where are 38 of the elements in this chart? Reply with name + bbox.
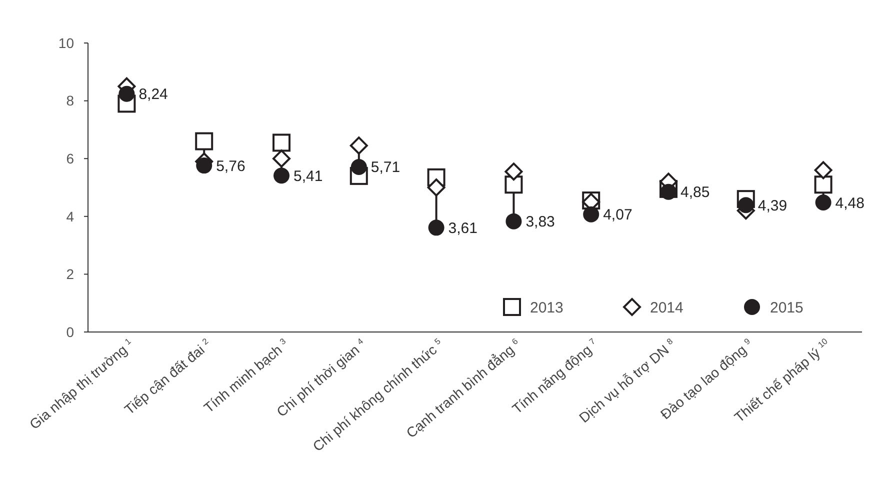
data-label: 4,85 — [680, 184, 710, 202]
y-tick-label: 8 — [66, 92, 74, 109]
y-tick-label: 0 — [66, 324, 74, 340]
y-tick-label: 4 — [66, 208, 74, 224]
point — [274, 168, 290, 184]
point — [428, 220, 444, 236]
y-tick-label: 10 — [58, 34, 74, 51]
point — [814, 161, 832, 180]
point — [815, 194, 832, 211]
legend-label: 2015 — [770, 299, 804, 316]
point — [350, 158, 367, 175]
data-label: 5,41 — [294, 168, 323, 185]
point — [504, 162, 523, 181]
point — [427, 178, 446, 196]
legend-label: 2013 — [530, 299, 564, 316]
point — [272, 134, 290, 152]
point — [583, 206, 600, 222]
data-label: 5,71 — [370, 159, 400, 176]
point — [272, 150, 290, 168]
point — [504, 176, 523, 194]
data-label: 3,61 — [448, 220, 478, 237]
legend-label: 2014 — [650, 299, 684, 316]
point — [195, 132, 214, 150]
point — [814, 176, 832, 194]
y-tick-label: 2 — [66, 266, 74, 282]
point — [118, 86, 135, 102]
point — [738, 197, 754, 214]
point — [506, 213, 522, 230]
point — [660, 184, 676, 200]
data-label: 5,76 — [216, 158, 246, 175]
point — [196, 158, 212, 174]
data-label: 3,83 — [526, 214, 555, 231]
point — [350, 136, 368, 155]
data-label: 4,39 — [758, 197, 788, 214]
y-tick-label: 6 — [66, 150, 74, 166]
data-label: 4,07 — [603, 206, 632, 224]
data-label: 4,48 — [835, 194, 865, 212]
data-label: 8,24 — [138, 86, 168, 104]
